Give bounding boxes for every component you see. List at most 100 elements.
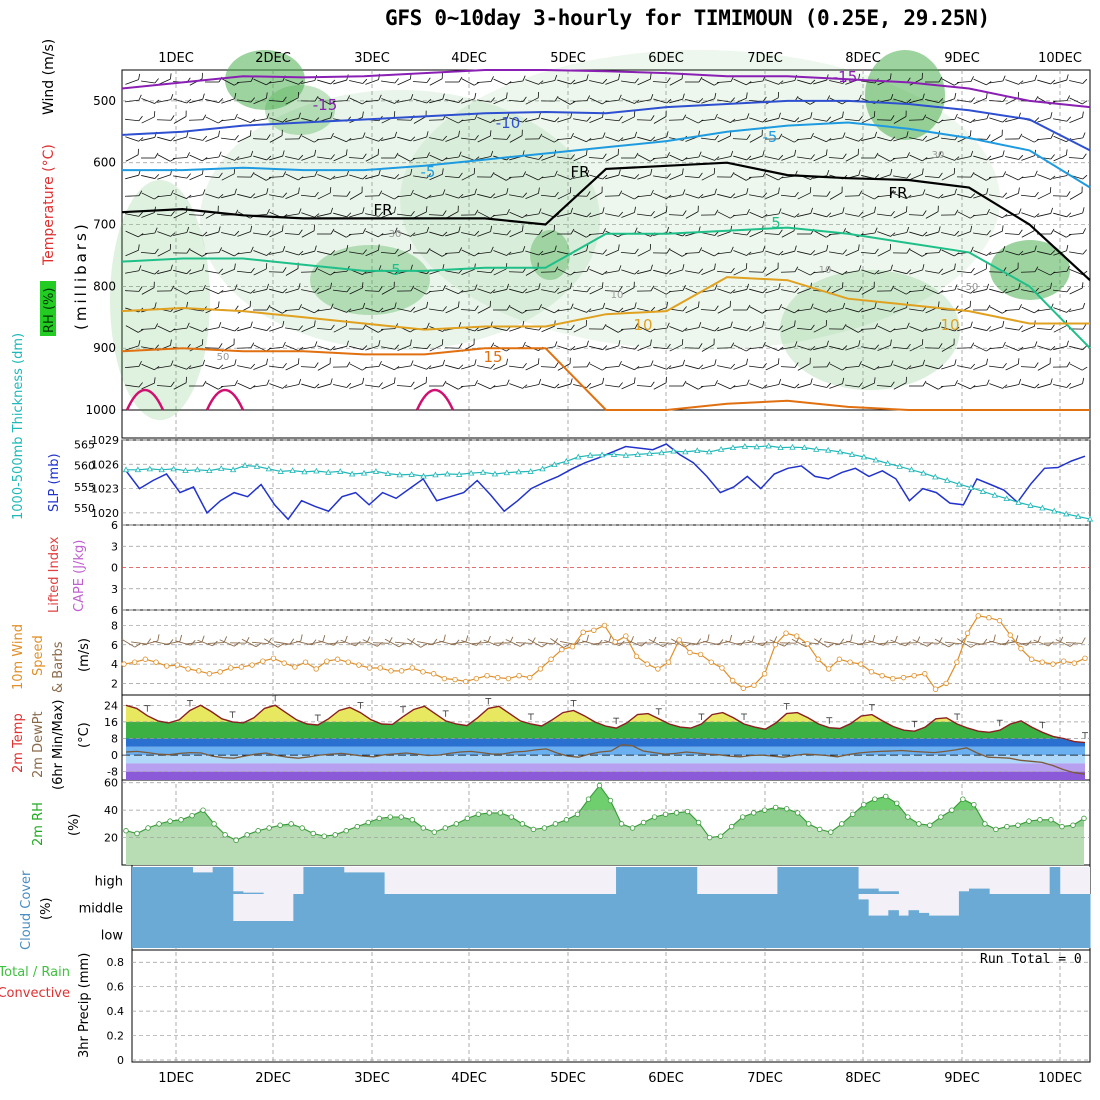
cloud-cell <box>242 921 254 948</box>
thickness-line-marker <box>932 473 939 480</box>
wind-barb-shaft <box>829 117 843 123</box>
wind10m-barb-flag <box>817 637 822 644</box>
wind-barb <box>717 382 736 390</box>
wind-barb-flag <box>330 250 336 255</box>
wind-barb <box>973 326 992 331</box>
wind-barb-flag <box>602 270 608 275</box>
wind-barb-shaft <box>476 81 492 83</box>
rh2m-line <box>125 784 1085 841</box>
wind-barb-flag <box>634 365 640 371</box>
wind-barb <box>253 250 272 256</box>
cloud-cell <box>636 921 647 948</box>
wind-barb-flag <box>1066 244 1069 251</box>
wind-barb-shaft <box>573 289 587 293</box>
wind-barb-flag <box>618 190 623 196</box>
wind-barb-shaft <box>189 194 203 198</box>
wind-barb-flag <box>1002 171 1007 177</box>
thickness-tick: 560 <box>74 460 95 473</box>
wind-barb-shaft <box>653 364 667 370</box>
wind-barb-shaft <box>1005 193 1019 199</box>
wind-barb-shaft <box>989 383 1003 389</box>
wind10m-line-marker <box>858 661 864 667</box>
wind-barb-shaft <box>1037 345 1051 351</box>
wind-barb-shaft <box>540 366 556 368</box>
wind-barb-shaft <box>748 176 764 178</box>
wind-barb-shaft <box>380 251 396 255</box>
wind-barb-flag <box>298 346 304 351</box>
wind-barb <box>1005 325 1023 331</box>
wind-barb <box>637 168 653 180</box>
wind-barb-shaft <box>125 384 139 388</box>
cloud-cell <box>212 867 224 894</box>
wind-barb-flag <box>250 342 255 348</box>
cloud-cell <box>434 921 446 948</box>
wind-barb-shaft <box>557 345 571 351</box>
wind-barb-shaft <box>589 80 603 84</box>
wind-barb-shaft <box>221 364 235 370</box>
wind-barb-shaft <box>941 249 955 257</box>
wind10m-barb <box>1021 635 1041 645</box>
wind-barb-flag <box>586 287 591 293</box>
wind-barb-shaft <box>621 116 635 124</box>
cloud-cell <box>827 867 839 894</box>
wind-barb-shaft <box>892 346 908 350</box>
wind-barb-flag <box>249 300 251 307</box>
wind-barb <box>716 267 735 274</box>
wind-barb-flag <box>1034 266 1039 272</box>
wind-barb-shaft <box>957 156 971 160</box>
wind-barb-flag <box>538 133 543 140</box>
wind-barb <box>573 212 592 218</box>
wind-barb <box>269 246 286 255</box>
wind-barb-shaft <box>524 309 540 311</box>
wind-barb-flag <box>474 359 477 366</box>
wind-barb-flag <box>1049 357 1051 364</box>
wind-barb-shaft <box>1021 346 1035 350</box>
wind-barb-flag <box>922 135 928 141</box>
wind-barb-shaft <box>365 174 379 180</box>
wind-barb-flag <box>922 380 927 387</box>
wind-barb-shaft <box>333 212 347 218</box>
wind10m-line-marker <box>868 669 875 675</box>
wind-barb-shaft <box>844 290 860 292</box>
wind-barb-flag <box>506 251 512 256</box>
rh2m-line-marker <box>420 825 427 831</box>
wind-barb <box>141 269 160 275</box>
wind10m-barb-flag <box>255 642 262 648</box>
rh2m-line-marker <box>167 818 173 824</box>
wind-barb <box>445 364 464 370</box>
thickness-line-marker <box>467 469 475 476</box>
wind-barb-flag <box>362 100 368 105</box>
precip-tick: 0.8 <box>107 956 125 969</box>
wind-barb <box>349 282 364 295</box>
wind-barb <box>349 345 368 351</box>
wind-barb <box>605 265 622 274</box>
cloud-cell <box>847 894 859 921</box>
wind-barb-shaft <box>988 99 1004 103</box>
wind-barb-shaft <box>813 307 827 313</box>
wind-barb-flag <box>985 177 992 181</box>
pressure-tick: 1000 <box>85 403 116 417</box>
wind-barb-flag <box>650 285 655 292</box>
wind-barb <box>333 244 349 256</box>
wind-barb-flag <box>282 246 286 252</box>
wind-barb-flag <box>554 309 560 314</box>
wind-barb-flag <box>1082 366 1088 371</box>
wind-barb-flag <box>537 91 540 98</box>
wind-barb-shaft <box>349 345 363 351</box>
thickness-line-marker <box>182 467 189 474</box>
wind-barb <box>588 323 607 330</box>
wind-barb <box>893 193 912 199</box>
wind10m-tick: 6 <box>111 639 118 652</box>
wind10m-barb-shaft <box>944 641 962 645</box>
wind-barb <box>221 326 240 332</box>
wind-barb <box>653 98 672 104</box>
wind-barb <box>236 267 255 274</box>
wind-barb-shaft <box>301 325 315 333</box>
wind-barb-flag <box>314 95 319 102</box>
wind-barb-shaft <box>797 117 811 123</box>
wind-barb <box>1020 266 1039 273</box>
wind-barb-shaft <box>572 270 588 274</box>
wind-barb-shaft <box>188 214 204 216</box>
wind-barb-flag <box>602 132 606 139</box>
wind-barb-shaft <box>460 118 476 122</box>
